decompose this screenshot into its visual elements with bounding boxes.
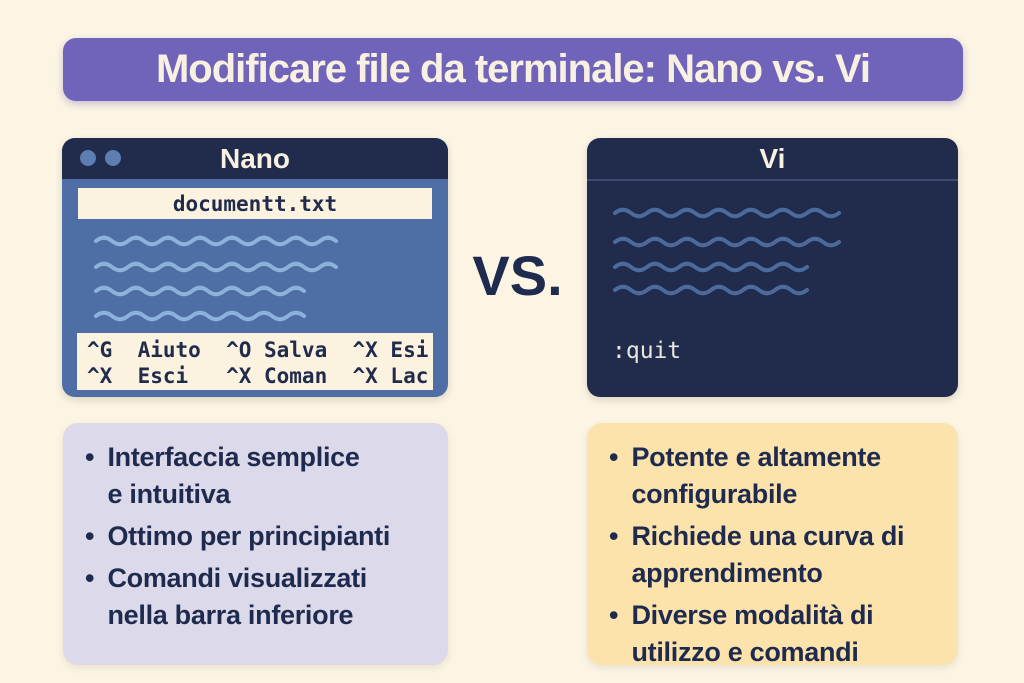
page-title: Modificare file da terminale: Nano vs. V… — [155, 47, 871, 91]
wavy-text-line-icon — [613, 207, 841, 219]
window-controls — [80, 150, 121, 166]
feature-text: Ottimo per principianti — [107, 521, 391, 551]
nano-filename-bar: documentt.txt — [78, 188, 432, 219]
vi-window-title: Vi — [759, 142, 786, 174]
feature-text: Interfaccia semplice e intuitiva — [107, 442, 360, 509]
nano-features-box: • Interfaccia semplice e intuitiva • Ott… — [63, 423, 448, 665]
feature-text: Potente e altamente configurabile — [631, 442, 881, 509]
feature-text: Diverse modalità di utilizzo e comandi — [631, 600, 874, 667]
vi-features-list: • Potente e altamente configurabile • Ri… — [609, 439, 944, 671]
list-item: • Comandi visualizzati nella barra infer… — [85, 560, 434, 634]
bullet-icon: • — [85, 563, 95, 593]
wavy-text-line-icon — [94, 235, 338, 247]
title-banner: Modificare file da terminale: Nano vs. V… — [63, 38, 963, 101]
bullet-icon: • — [85, 442, 95, 472]
wavy-text-line-icon — [613, 261, 809, 273]
vi-command-text: :quit — [612, 338, 682, 364]
feature-text: Comandi visualizzati nella barra inferio… — [107, 563, 368, 630]
window-control-dot-icon — [80, 150, 96, 166]
bullet-icon: • — [609, 442, 619, 472]
nano-shortcut-bar: ^G Aiuto ^O Salva ^X Esi ^X Esci ^X Coma… — [77, 333, 433, 390]
bullet-icon: • — [609, 600, 619, 630]
bullet-icon: • — [85, 521, 95, 551]
vi-features-box: • Potente e altamente configurabile • Ri… — [587, 423, 958, 667]
window-control-dot-icon — [105, 150, 121, 166]
list-item: • Interfaccia semplice e intuitiva — [85, 439, 434, 513]
list-item: • Ottimo per principianti — [85, 518, 434, 555]
nano-features-list: • Interfaccia semplice e intuitiva • Ott… — [85, 439, 434, 634]
list-item: • Diverse modalità di utilizzo e comandi — [609, 597, 944, 671]
list-item: • Richiede una curva di apprendimento — [609, 518, 944, 592]
list-item: • Potente e altamente configurabile — [609, 439, 944, 513]
wavy-text-line-icon — [613, 236, 841, 248]
nano-shortcut-row: ^X Esci ^X Coman ^X Lac — [87, 364, 429, 388]
nano-terminal-window: Nano documentt.txt ^G Aiuto ^O Salva ^X … — [62, 138, 448, 397]
vi-titlebar: Vi — [587, 138, 958, 181]
wavy-text-line-icon — [94, 285, 306, 297]
wavy-text-line-icon — [94, 310, 306, 322]
nano-titlebar: Nano — [62, 138, 448, 179]
vi-terminal-window: Vi :quit — [587, 138, 958, 397]
vs-label: VS. — [472, 244, 563, 307]
nano-shortcut-row: ^G Aiuto ^O Salva ^X Esi — [87, 338, 429, 362]
feature-text: Richiede una curva di apprendimento — [631, 521, 905, 588]
bullet-icon: • — [609, 521, 619, 551]
wavy-text-line-icon — [613, 284, 809, 296]
wavy-text-line-icon — [94, 261, 338, 273]
nano-window-title: Nano — [220, 142, 290, 174]
